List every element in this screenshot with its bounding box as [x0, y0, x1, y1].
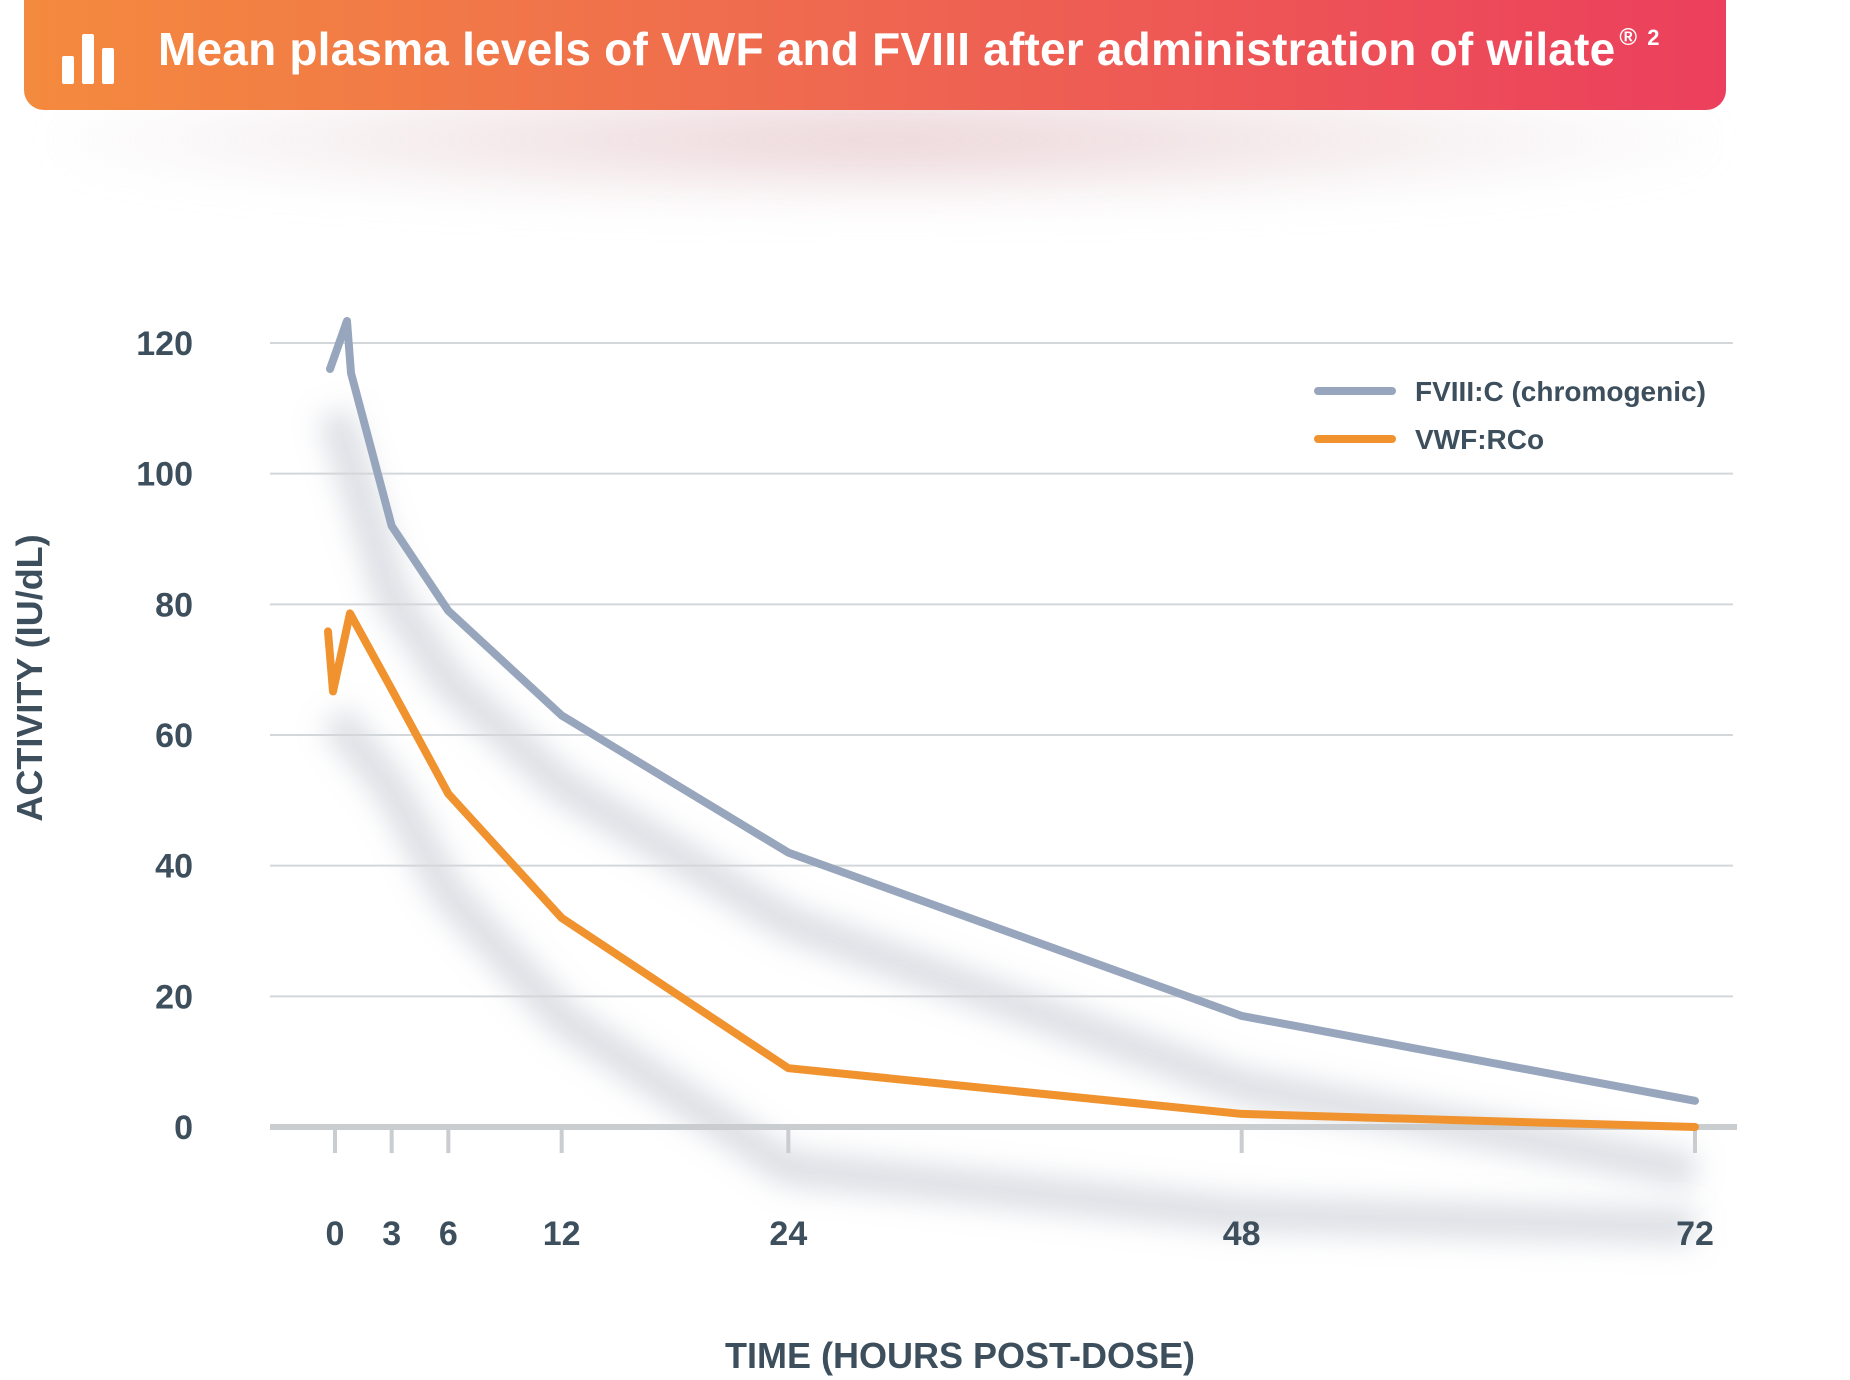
series-shadow [321, 706, 1696, 1244]
reference-superscript: 2 [1647, 25, 1660, 50]
y-axis-title: ACTIVITY (IU/dL) [9, 534, 50, 821]
y-tick-label: 0 [174, 1109, 193, 1147]
y-tick-label: 20 [155, 978, 193, 1016]
legend-label: VWF:RCo [1415, 424, 1544, 455]
registered-mark: ® [1619, 24, 1638, 51]
series-shadow [318, 407, 1699, 1188]
line-shadows [318, 407, 1699, 1244]
y-tick-label: 120 [136, 325, 193, 363]
page-title: Mean plasma levels of VWF and FVIII afte… [158, 22, 1660, 76]
y-axis-ticks: 0 20 40 60 80 100 120 [136, 325, 193, 1147]
x-tick-label: 24 [769, 1215, 807, 1253]
chart-grid [270, 342, 1737, 1130]
x-tick-label: 72 [1676, 1215, 1714, 1253]
legend-label: FVIII:C (chromogenic) [1415, 376, 1706, 407]
x-axis-title: TIME (HOURS POST-DOSE) [725, 1335, 1195, 1376]
y-tick-label: 100 [136, 456, 193, 494]
x-tick-label: 48 [1223, 1215, 1261, 1253]
x-axis-ticks: 0 3 6 12 24 48 72 [326, 1127, 1714, 1253]
y-tick-label: 60 [155, 717, 193, 755]
bar-chart-icon [62, 34, 114, 84]
x-tick-label: 0 [326, 1215, 345, 1253]
title-text: Mean plasma levels of VWF and FVIII afte… [158, 23, 1616, 75]
chart-series [324, 317, 1699, 1131]
chart-header: Mean plasma levels of VWF and FVIII afte… [24, 0, 1726, 110]
x-tick-label: 3 [382, 1215, 401, 1253]
y-tick-label: 40 [155, 848, 193, 886]
y-tick-label: 80 [155, 586, 193, 624]
chart-legend: FVIII:C (chromogenic) VWF:RCo [1314, 376, 1706, 455]
x-tick-label: 12 [543, 1215, 581, 1253]
x-tick-label: 6 [439, 1215, 458, 1253]
